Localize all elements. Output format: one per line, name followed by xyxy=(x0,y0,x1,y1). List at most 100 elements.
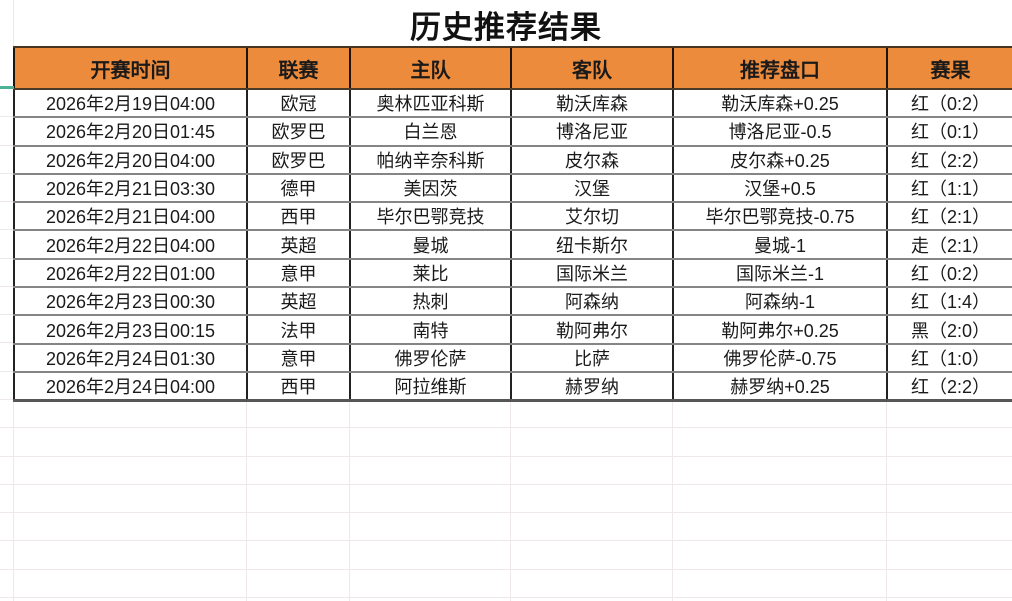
page-title: 历史推荐结果 xyxy=(410,10,602,45)
cell-home-team[interactable]: 南特 xyxy=(349,315,511,345)
cell-kickoff-time[interactable]: 2026年2月23日00:30 xyxy=(13,287,247,317)
cell-away-team[interactable]: 赫罗纳 xyxy=(510,371,673,403)
gridline xyxy=(0,483,1012,485)
table-row: 2026年2月19日04:00 欧冠 奥林匹亚科斯 勒沃库森 勒沃库森+0.25 红（0:… xyxy=(13,89,1012,119)
cell-league[interactable]: 意甲 xyxy=(246,258,350,289)
results-table: 开赛时间 联赛 主队 客队 推荐盘口 赛果 2026年2月19日04:00 欧冠奥… xyxy=(13,46,1012,403)
cell-home-team[interactable]: 白兰恩 xyxy=(349,117,511,147)
cell-home-team[interactable]: 曼城 xyxy=(349,230,511,260)
cell-home-team[interactable]: 热刺 xyxy=(349,287,511,317)
cell-away-team[interactable]: 比萨 xyxy=(510,343,673,373)
gridline xyxy=(0,540,1012,542)
cell-home-team[interactable]: 莱比 xyxy=(349,258,511,289)
cell-result[interactable]: 红（2:2） xyxy=(886,371,1012,403)
cell-league[interactable]: 英超 xyxy=(246,287,350,317)
cell-kickoff-time[interactable]: 2026年2月24日04:00 xyxy=(13,371,247,403)
cell-away-team[interactable]: 阿森纳 xyxy=(510,287,673,317)
cell-kickoff-time[interactable]: 2026年2月20日01:45 xyxy=(13,117,247,147)
column-header-handicap[interactable]: 推荐盘口 xyxy=(672,46,887,90)
cell-home-team[interactable]: 帕纳辛奈科斯 xyxy=(349,145,511,175)
cell-away-team[interactable]: 勒沃库森 xyxy=(510,89,673,119)
cell-result[interactable]: 走（2:1） xyxy=(886,230,1012,260)
gridline xyxy=(246,399,247,601)
cell-result[interactable]: 红（1:1） xyxy=(886,173,1012,204)
gridline xyxy=(0,229,13,231)
table-row: 2026年2月24日01:30 意甲 佛罗伦萨 比萨 佛罗伦萨-0.75 红（1:0） xyxy=(13,343,1012,373)
cell-result[interactable]: 红（0:1） xyxy=(886,117,1012,147)
cell-home-team[interactable]: 阿拉维斯 xyxy=(349,371,511,403)
cell-away-team[interactable]: 国际米兰 xyxy=(510,258,673,289)
cell-recommended-handicap[interactable]: 佛罗伦萨-0.75 xyxy=(672,343,887,373)
table-row: 2026年2月21日03:30 德甲 美因茨 汉堡 汉堡+0.5 红（1:1） xyxy=(13,173,1012,204)
table-row: 2026年2月23日00:15 法甲 南特 勒阿弗尔 勒阿弗尔+0.25 黑（2:0） xyxy=(13,315,1012,345)
gridline xyxy=(0,427,1012,429)
gridline xyxy=(0,201,13,203)
column-header-league[interactable]: 联赛 xyxy=(246,46,350,90)
cell-kickoff-time[interactable]: 2026年2月24日01:30 xyxy=(13,343,247,373)
cell-result[interactable]: 黑（2:0） xyxy=(886,315,1012,345)
cell-recommended-handicap[interactable]: 博洛尼亚-0.5 xyxy=(672,117,887,147)
column-header-home-team[interactable]: 主队 xyxy=(349,46,511,90)
cell-home-team[interactable]: 毕尔巴鄂竞技 xyxy=(349,202,511,232)
gridline xyxy=(0,144,13,146)
table-row: 2026年2月24日04:00 西甲 阿拉维斯 赫罗纳 赫罗纳+0.25 红（2:2） xyxy=(13,371,1012,403)
column-header-away-team[interactable]: 客队 xyxy=(510,46,673,90)
cell-away-team[interactable]: 纽卡斯尔 xyxy=(510,230,673,260)
cell-away-team[interactable]: 勒阿弗尔 xyxy=(510,315,673,345)
cell-league[interactable]: 西甲 xyxy=(246,371,350,403)
cell-result[interactable]: 红（1:4） xyxy=(886,287,1012,317)
gridline xyxy=(0,285,13,287)
cell-recommended-handicap[interactable]: 勒沃库森+0.25 xyxy=(672,89,887,119)
cell-result[interactable]: 红（0:2） xyxy=(886,89,1012,119)
cell-away-team[interactable]: 艾尔切 xyxy=(510,202,673,232)
cell-kickoff-time[interactable]: 2026年2月20日04:00 xyxy=(13,145,247,175)
cell-away-team[interactable]: 汉堡 xyxy=(510,173,673,204)
cell-result[interactable]: 红（2:2） xyxy=(886,145,1012,175)
row-accent-mark xyxy=(0,86,14,89)
cell-recommended-handicap[interactable]: 赫罗纳+0.25 xyxy=(672,371,887,403)
cell-league[interactable]: 意甲 xyxy=(246,343,350,373)
cell-league[interactable]: 欧罗巴 xyxy=(246,117,350,147)
cell-recommended-handicap[interactable]: 国际米兰-1 xyxy=(672,258,887,289)
cell-recommended-handicap[interactable]: 皮尔森+0.25 xyxy=(672,145,887,175)
cell-result[interactable]: 红（2:1） xyxy=(886,202,1012,232)
column-header-result[interactable]: 赛果 xyxy=(886,46,1012,90)
cell-kickoff-time[interactable]: 2026年2月22日01:00 xyxy=(13,258,247,289)
cell-league[interactable]: 法甲 xyxy=(246,315,350,345)
cell-away-team[interactable]: 博洛尼亚 xyxy=(510,117,673,147)
gridline xyxy=(0,314,13,316)
cell-home-team[interactable]: 佛罗伦萨 xyxy=(349,343,511,373)
cell-recommended-handicap[interactable]: 毕尔巴鄂竞技-0.75 xyxy=(672,202,887,232)
results-table-body: 2026年2月19日04:00 欧冠 奥林匹亚科斯 勒沃库森 勒沃库森+0.25 红（0:… xyxy=(13,89,1012,403)
table-row: 2026年2月21日04:00 西甲 毕尔巴鄂竞技 艾尔切 毕尔巴鄂竞技-0.75 红（2… xyxy=(13,202,1012,232)
cell-league[interactable]: 英超 xyxy=(246,230,350,260)
cell-league[interactable]: 欧罗巴 xyxy=(246,145,350,175)
header-row: 开赛时间 联赛 主队 客队 推荐盘口 赛果 xyxy=(13,46,1012,90)
cell-league[interactable]: 欧冠 xyxy=(246,89,350,119)
gridline xyxy=(0,398,13,400)
cell-kickoff-time[interactable]: 2026年2月21日04:00 xyxy=(13,202,247,232)
cell-recommended-handicap[interactable]: 曼城-1 xyxy=(672,230,887,260)
table-row: 2026年2月20日04:00 欧罗巴 帕纳辛奈科斯 皮尔森 皮尔森+0.25 红（2:2… xyxy=(13,145,1012,175)
gridline xyxy=(0,596,1012,598)
cell-recommended-handicap[interactable]: 汉堡+0.5 xyxy=(672,173,887,204)
gridline xyxy=(672,399,673,601)
cell-away-team[interactable]: 皮尔森 xyxy=(510,145,673,175)
cell-kickoff-time[interactable]: 2026年2月21日03:30 xyxy=(13,173,247,204)
table-row: 2026年2月22日04:00 英超 曼城 纽卡斯尔 曼城-1 走（2:1） xyxy=(13,230,1012,260)
column-header-kickoff-time[interactable]: 开赛时间 xyxy=(13,46,247,90)
cell-result[interactable]: 红（1:0） xyxy=(886,343,1012,373)
table-row: 2026年2月23日00:30 英超 热刺 阿森纳 阿森纳-1 红（1:4） xyxy=(13,287,1012,317)
cell-recommended-handicap[interactable]: 勒阿弗尔+0.25 xyxy=(672,315,887,345)
cell-league[interactable]: 西甲 xyxy=(246,202,350,232)
cell-home-team[interactable]: 奥林匹亚科斯 xyxy=(349,89,511,119)
cell-league[interactable]: 德甲 xyxy=(246,173,350,204)
cell-home-team[interactable]: 美因茨 xyxy=(349,173,511,204)
cell-kickoff-time[interactable]: 2026年2月22日04:00 xyxy=(13,230,247,260)
cell-kickoff-time[interactable]: 2026年2月23日00:15 xyxy=(13,315,247,345)
cell-result[interactable]: 红（0:2） xyxy=(886,258,1012,289)
table-row: 2026年2月22日01:00 意甲 莱比 国际米兰 国际米兰-1 红（0:2） xyxy=(13,258,1012,289)
cell-recommended-handicap[interactable]: 阿森纳-1 xyxy=(672,287,887,317)
cell-kickoff-time[interactable]: 2026年2月19日04:00 xyxy=(13,89,247,119)
table-row: 2026年2月20日01:45 欧罗巴 白兰恩 博洛尼亚 博洛尼亚-0.5 红（0:1） xyxy=(13,117,1012,147)
